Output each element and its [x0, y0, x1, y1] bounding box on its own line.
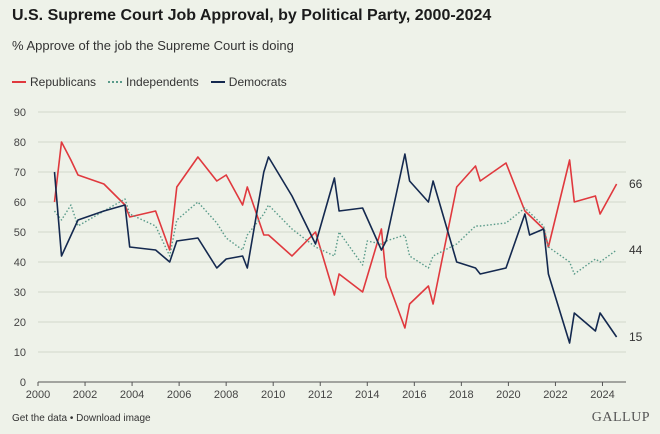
- y-tick-label: 60: [14, 197, 26, 209]
- x-tick-label: 2020: [496, 389, 520, 401]
- y-tick-label: 50: [14, 227, 26, 239]
- gallup-logo: GALLUP: [591, 410, 650, 425]
- x-axis: 2000 2002 2004 2006 2008 2010 2012 2014 2016 2018…: [26, 381, 626, 401]
- x-tick-label: 2018: [449, 389, 473, 401]
- y-tick-label: 20: [14, 317, 26, 329]
- x-tick-label: 2006: [167, 389, 191, 401]
- x-tick-label: 2012: [308, 389, 332, 401]
- series-line-democrats: [53, 153, 618, 344]
- x-tick-label: 2002: [73, 389, 97, 401]
- y-axis-tick-labels: 0 10 20 30 40 50 60 70 80 90: [14, 107, 26, 389]
- legend-label-independents: Independents: [126, 75, 199, 89]
- y-tick-label: 30: [14, 287, 26, 299]
- x-tick-label: 2022: [543, 389, 567, 401]
- download-image-link[interactable]: Download image: [76, 413, 151, 424]
- get-data-link[interactable]: Get the data: [12, 413, 68, 424]
- y-tick-label: 0: [20, 377, 26, 389]
- x-tick-label: 2004: [120, 389, 144, 401]
- legend-item-republicans[interactable]: Republicans: [12, 75, 96, 89]
- legend-swatch-republicans: [12, 81, 26, 83]
- end-label-independents: 44: [629, 243, 643, 257]
- series-line-republicans: [53, 141, 618, 329]
- legend-label-democrats: Democrats: [228, 75, 287, 89]
- footer-separator: •: [67, 413, 77, 424]
- y-tick-label: 10: [14, 347, 26, 359]
- y-tick-label: 80: [14, 137, 26, 149]
- y-tick-label: 70: [14, 167, 26, 179]
- gridlines: [38, 111, 626, 353]
- legend-swatch-democrats: [210, 81, 225, 83]
- series-lines: [53, 141, 618, 344]
- y-tick-label: 90: [14, 107, 26, 119]
- legend-label-republicans: Republicans: [30, 75, 97, 89]
- footer: Get the data • Download image: [12, 413, 151, 424]
- x-tick-label: 2008: [214, 389, 238, 401]
- legend-item-independents[interactable]: Independents: [108, 75, 199, 89]
- x-tick-label: 2024: [590, 389, 614, 401]
- legend-swatch-independents: [108, 81, 123, 83]
- end-labels: 66 44 15: [629, 177, 643, 344]
- x-tick-label: 2010: [261, 389, 285, 401]
- chart-title: U.S. Supreme Court Job Approval, by Poli…: [12, 7, 492, 24]
- end-label-republicans: 66: [629, 177, 643, 191]
- series-line-independents: [53, 198, 618, 275]
- x-tick-label: 2000: [26, 389, 50, 401]
- x-tick-label: 2014: [355, 389, 379, 401]
- y-tick-label: 40: [14, 257, 26, 269]
- end-label-democrats: 15: [629, 330, 643, 344]
- legend: Republicans Independents Democrats: [12, 75, 287, 89]
- chart-subtitle: % Approve of the job the Supreme Court i…: [12, 38, 294, 53]
- legend-item-democrats[interactable]: Democrats: [210, 75, 287, 89]
- x-tick-label: 2016: [402, 389, 426, 401]
